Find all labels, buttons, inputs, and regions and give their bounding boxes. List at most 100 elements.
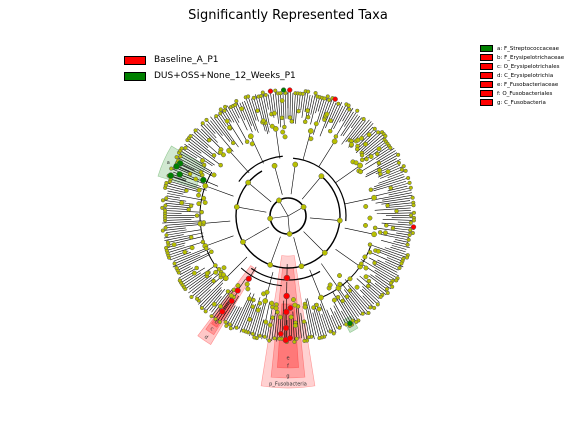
leaf-node [367,242,373,247]
leaf-edge [165,185,187,191]
leaf-edge [185,147,213,167]
leaf-node [383,133,388,139]
leaf-node [188,134,193,139]
taxa-key-a: a: F_Streptococcaceae [480,44,564,53]
leaf-edge [362,286,380,303]
legend-entry-baseline: Baseline_A_P1 [124,52,296,68]
internal-node [240,239,246,245]
leaf-node [211,153,217,158]
mid-node [221,272,226,278]
leaf-node [257,333,262,338]
leaf-node [193,128,198,133]
internal-node [357,162,363,169]
leaf-edge [289,90,291,118]
leaf-edge [373,264,398,279]
leaf-edge [167,241,204,254]
taxa-key-b: b: F_Erysipelotrichaceae [480,53,564,62]
leaf-node [322,96,327,101]
leaf-edge [226,306,238,327]
leaf-node [241,328,246,333]
mid-node [375,248,381,254]
leaf-node [376,130,381,135]
leaf-node [372,260,377,266]
leaf-node [246,94,251,99]
leaf-node [372,305,377,310]
leaf-edge [296,308,300,339]
leaf-edge [168,247,193,256]
leaf-edge [191,133,209,148]
streptococcaceae-node [200,176,207,184]
leaf-edge [360,259,397,281]
leaf-node [203,309,208,314]
leaf-edge [312,312,320,339]
mid-node [200,158,206,164]
leaf-node [251,95,256,100]
leaf-edge [172,254,201,268]
mid-node [363,204,369,209]
internal-edge [225,256,248,279]
leaf-edge [210,120,223,136]
internal-node [276,197,282,204]
mid-node [260,118,266,124]
internal-node [262,298,269,304]
leaf-node [218,111,223,116]
internal-edge [318,141,335,167]
internal-node [272,126,279,132]
leaf-edge [396,210,411,212]
leaf-edge [368,275,388,290]
leaf-edge [167,193,205,201]
fusobacteria-node [277,330,284,337]
internal-node [307,128,314,134]
mid-node [368,154,374,160]
fusobacteria-node [283,274,291,282]
leaf-node [406,237,411,242]
leaf-edge [377,145,390,155]
mid-node [211,301,217,307]
leaf-edge [166,229,201,236]
leaf-node [258,93,264,99]
internal-edge [274,165,283,195]
leaf-edge [180,150,205,166]
internal-edge [335,249,361,267]
leaf-edge [181,148,198,159]
leaf-node [411,203,416,208]
mid-node [196,192,201,198]
internal-edge [303,231,325,253]
leaf-edge [264,323,268,337]
leaf-edge [339,105,349,123]
erysipelotrichia-node [228,298,235,305]
leaf-edge [223,295,240,321]
leaf-edge [304,303,312,337]
leaf-edge [224,106,235,123]
leaf-edge [165,210,202,213]
leaf-edge [163,234,184,239]
streptococcaceae-node [176,171,183,178]
leaf-edge [277,93,282,128]
internal-node [202,183,209,189]
leaf-edge [343,289,363,314]
leaf-node [218,107,223,112]
leaf-node [275,309,280,315]
leaf-edge [195,130,209,143]
leaf-node [270,315,275,320]
leaf-edge [390,246,406,253]
taxa-key-c: c: O_Erysipelotrichales [480,62,564,71]
mid-node [218,303,223,309]
leaf-node [335,294,341,300]
internal-edge [205,235,234,247]
leaf-node [385,203,390,208]
legend-swatch-baseline [124,55,146,65]
leaf-edge [325,102,337,129]
leaf-edge [333,104,347,130]
leaf-edge [267,94,272,115]
mid-node [347,276,353,282]
mid-node [201,195,207,201]
mid-node [245,286,251,292]
leaf-edge [206,119,234,152]
leaf-edge [386,225,414,229]
rim-red-node [410,224,417,230]
mid-node [366,132,372,138]
leaf-node [277,336,282,341]
internal-edge [264,271,274,302]
